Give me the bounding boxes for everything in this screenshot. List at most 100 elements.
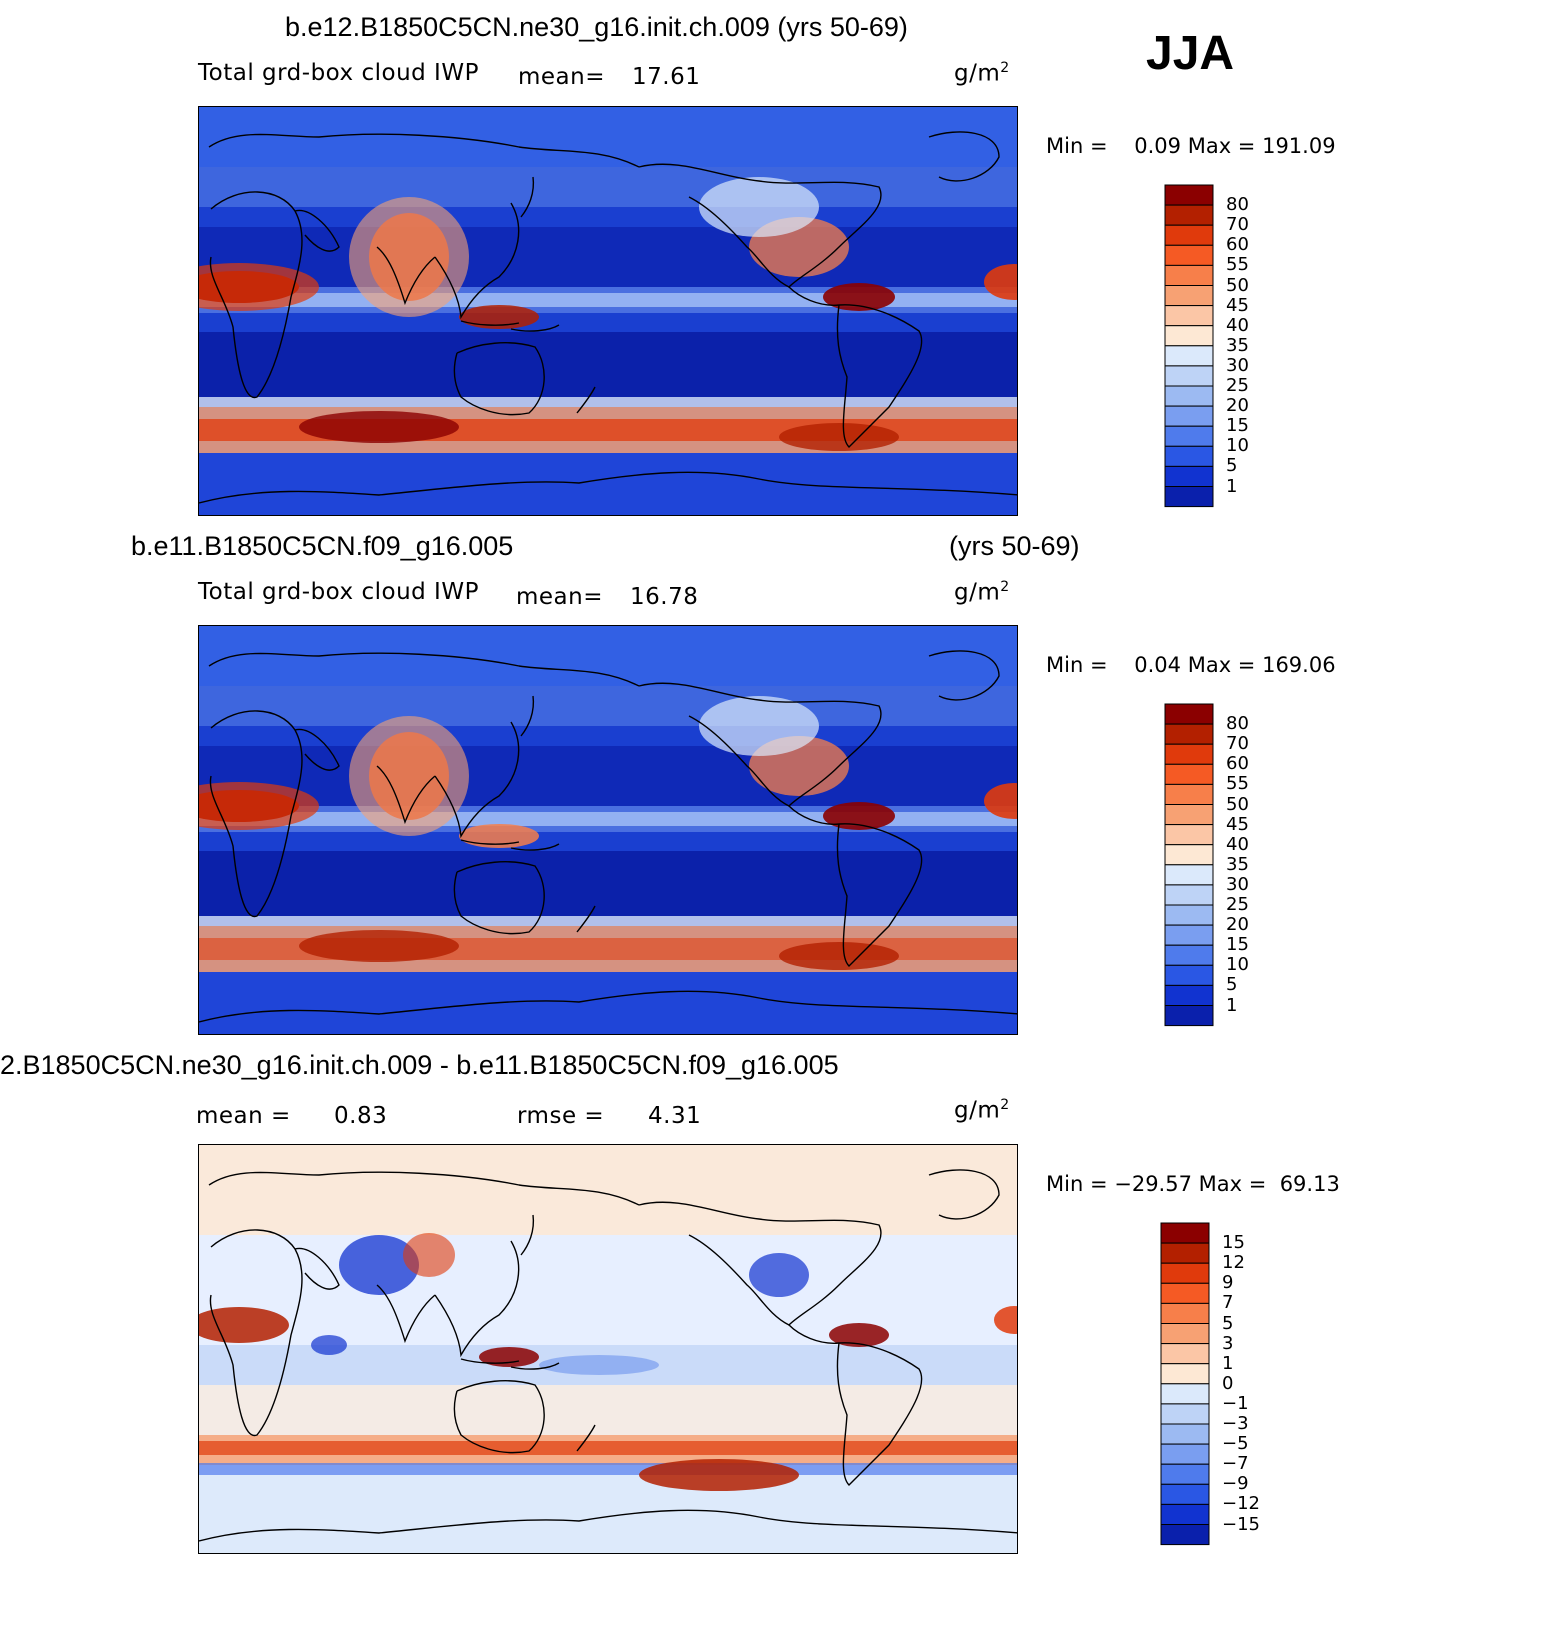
coastline — [376, 246, 436, 306]
colorbar-tick-label: 15 — [1222, 1232, 1245, 1254]
panel-3-max-value: 69.13 — [1279, 1172, 1340, 1196]
colorbar-tick-label: 9 — [1222, 1272, 1234, 1294]
colorbar-svg — [1164, 703, 1214, 1027]
coastline — [928, 131, 1000, 182]
field-camerica-maximum — [823, 283, 895, 311]
colorbar-tick-label: 1 — [1226, 994, 1238, 1016]
coastline — [928, 1169, 1000, 1220]
field-band-subtropics-south — [199, 332, 1017, 407]
colorbar-box — [1160, 1323, 1210, 1345]
field-band-subtropics-south — [199, 851, 1017, 926]
coastline — [836, 304, 923, 448]
panel-3-min-value: −29.57 — [1114, 1172, 1192, 1196]
panel-3-title: 2.B1850C5CN.ne30_g16.init.ch.009 - b.e11… — [0, 1050, 839, 1080]
coastline — [294, 209, 340, 252]
season-label: JJA — [1146, 27, 1235, 80]
coastline — [460, 320, 560, 332]
field-band-itcz-halo — [199, 287, 1017, 313]
colorbar-box — [1164, 763, 1214, 785]
colorbar-box — [1164, 224, 1214, 246]
colorbar-box — [1164, 1005, 1214, 1027]
colorbar-box — [1160, 1403, 1210, 1425]
colorbar-box — [1164, 264, 1214, 287]
coastline — [453, 342, 545, 416]
panel-1-variable: Total grd-box cloud IWP — [198, 60, 479, 86]
colorbar-box — [1164, 743, 1214, 765]
panel-3-rmse-value: 4.31 — [648, 1103, 702, 1129]
colorbar-tick-label: 60 — [1226, 234, 1249, 256]
field-band-midlat-north — [199, 686, 1017, 726]
field-asia-halo — [349, 716, 469, 836]
colorbar-box — [1164, 723, 1214, 745]
panel-2-map — [198, 625, 1018, 1035]
colorbar-box — [1164, 486, 1214, 508]
coastline — [199, 471, 1017, 504]
panel-1-title: b.e12.B1850C5CN.ne30_g16.init.ch.009 (yr… — [285, 12, 908, 42]
coastline — [434, 202, 520, 320]
panel-2-units: g/m2 — [954, 579, 1010, 606]
coastline — [434, 1240, 520, 1358]
coastline — [836, 1342, 923, 1486]
colorbar-tick-label: 80 — [1226, 194, 1249, 216]
field-indian-ocean-maximum — [299, 411, 459, 443]
colorbar-tick-label: 25 — [1226, 375, 1249, 396]
colorbar-tick-label: 50 — [1226, 793, 1249, 815]
colorbar-box — [1164, 824, 1214, 846]
coastline — [788, 805, 840, 825]
colorbar-tick-label: 5 — [1222, 1312, 1234, 1334]
panel-1-max-value: 191.09 — [1262, 134, 1336, 158]
colorbar-tick-label: 0 — [1222, 1372, 1234, 1394]
panel-1-minmax: Min = 0.09 Max = 191.09 — [1046, 134, 1336, 158]
field-rockies-halo — [699, 177, 819, 237]
field-samerica-maximum — [779, 423, 899, 451]
coastline — [376, 1284, 436, 1344]
field-samerica-maximum — [779, 942, 899, 970]
colorbar-tick-label: 15 — [1226, 415, 1249, 437]
field-band-itcz-halo — [199, 806, 1017, 832]
colorbar-tick-label: 40 — [1226, 833, 1249, 855]
colorbar-tick-label: −3 — [1222, 1413, 1249, 1434]
colorbar-box — [1160, 1262, 1210, 1284]
panel-2-variable: Total grd-box cloud IWP — [198, 579, 479, 605]
field-camerica-positive — [829, 1323, 889, 1347]
field-africa-halo — [199, 782, 319, 830]
colorbar-tick-label: 30 — [1226, 354, 1249, 376]
field-asia-halo — [349, 197, 469, 317]
panel-3-mean-label: mean = — [196, 1103, 291, 1129]
colorbar-box — [1164, 204, 1214, 226]
colorbar-tick-label: 10 — [1226, 435, 1249, 457]
field-indian-negative — [311, 1335, 347, 1355]
coastline — [520, 1214, 535, 1256]
field-band-storm-track-edge — [199, 397, 1017, 407]
colorbar-box — [1164, 425, 1214, 447]
colorbar-tick-label: 35 — [1226, 853, 1249, 875]
field-band-storm-track-edge — [199, 916, 1017, 926]
field-band-arctic — [199, 107, 1017, 167]
colorbar-box — [1164, 844, 1214, 866]
coastline — [208, 1171, 640, 1206]
coastline — [576, 386, 596, 414]
colorbar-tick-label: 35 — [1226, 334, 1249, 356]
colorbar-tick-label: 5 — [1226, 974, 1238, 996]
colorbar-tick-label: 55 — [1226, 773, 1249, 795]
coastline — [928, 650, 1000, 701]
panel-3-min-label: Min = — [1046, 1172, 1108, 1196]
panel-1-min-label: Min = — [1046, 134, 1108, 158]
coastline — [520, 176, 535, 218]
colorbar-box — [1160, 1443, 1210, 1465]
colorbar-box — [1160, 1383, 1210, 1405]
field-band-subtropics-north — [199, 227, 1017, 287]
colorbar-box — [1164, 305, 1214, 327]
colorbar-box — [1160, 1524, 1210, 1546]
field-rockies-halo — [699, 696, 819, 756]
panel-2-minmax: Min = 0.04 Max = 169.06 — [1046, 653, 1336, 677]
colorbar-box — [1164, 804, 1214, 826]
colorbar-box — [1160, 1282, 1210, 1304]
colorbar-tick-label: −9 — [1222, 1473, 1249, 1495]
colorbar-box — [1164, 924, 1214, 946]
colorbar-box — [1164, 465, 1214, 487]
colorbar-tick-label: 80 — [1226, 713, 1249, 735]
field-atlantic-edge-maximum — [984, 783, 1017, 819]
colorbar-box — [1160, 1463, 1210, 1485]
colorbar-box — [1164, 325, 1214, 347]
